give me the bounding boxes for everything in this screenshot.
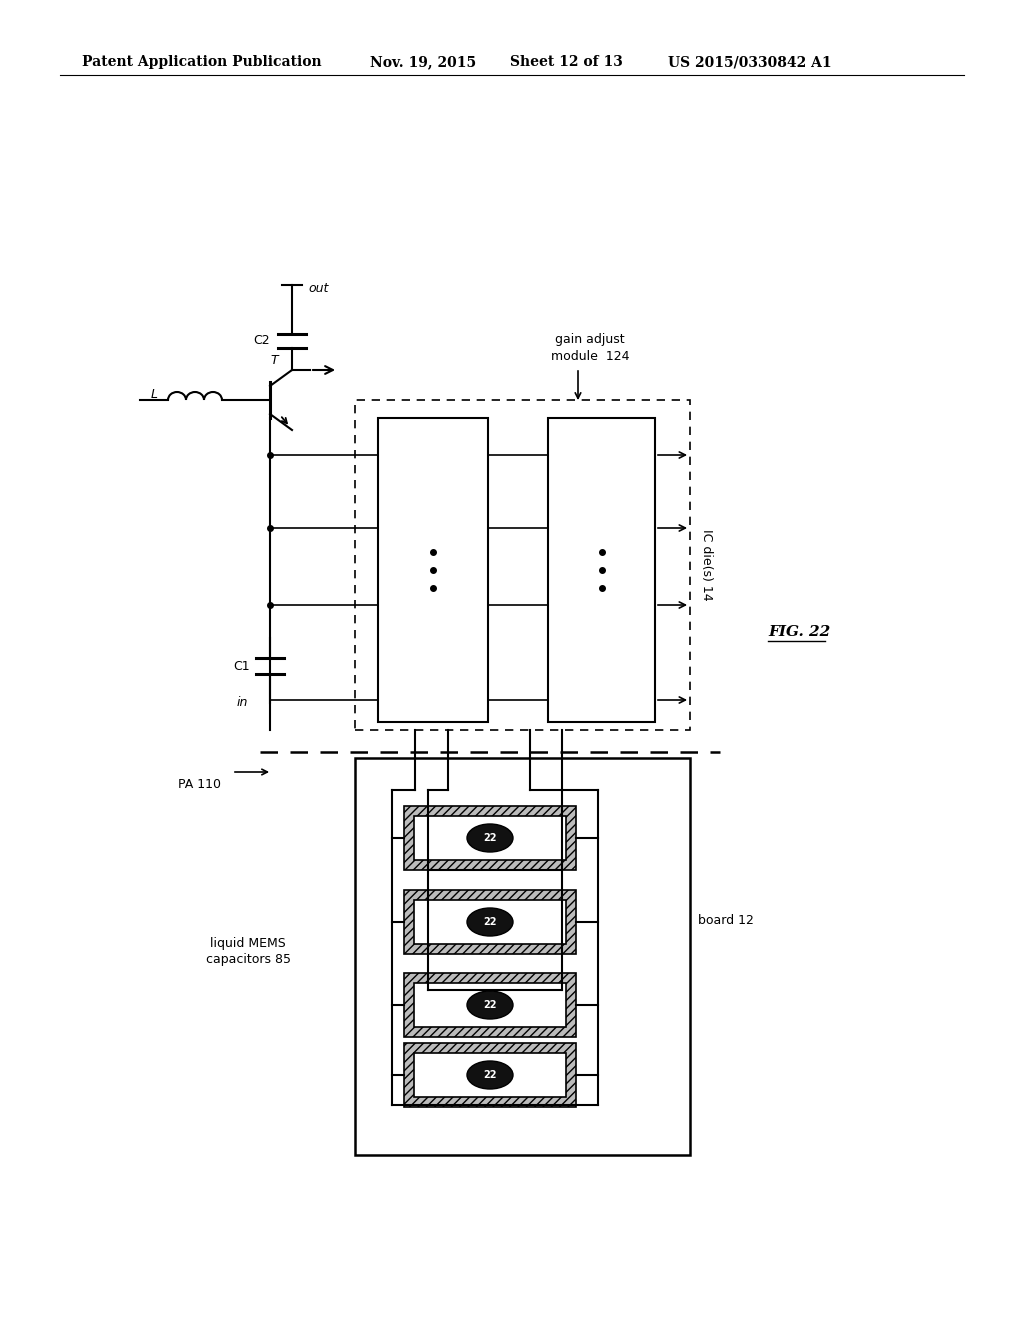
Text: C2: C2 bbox=[254, 334, 270, 347]
Text: capacitors 85: capacitors 85 bbox=[206, 953, 291, 966]
Text: out: out bbox=[308, 282, 329, 296]
Text: in: in bbox=[237, 696, 248, 709]
Bar bbox=[548, 418, 655, 722]
Text: 22: 22 bbox=[483, 833, 497, 843]
Ellipse shape bbox=[467, 824, 513, 851]
Text: T: T bbox=[270, 354, 278, 367]
Bar bbox=[414, 983, 566, 1027]
Text: C1: C1 bbox=[233, 660, 250, 672]
Text: board 12: board 12 bbox=[698, 913, 754, 927]
Text: Nov. 19, 2015: Nov. 19, 2015 bbox=[370, 55, 476, 69]
Bar bbox=[404, 973, 575, 1038]
Bar bbox=[414, 816, 566, 861]
Text: L: L bbox=[151, 388, 158, 401]
Text: FIG. 22: FIG. 22 bbox=[768, 624, 830, 639]
Text: US 2015/0330842 A1: US 2015/0330842 A1 bbox=[668, 55, 831, 69]
Text: PA 110: PA 110 bbox=[178, 777, 221, 791]
Ellipse shape bbox=[467, 908, 513, 936]
Bar bbox=[414, 1053, 566, 1097]
Ellipse shape bbox=[467, 1061, 513, 1089]
Bar bbox=[355, 758, 690, 1155]
Bar bbox=[355, 400, 690, 730]
Ellipse shape bbox=[467, 991, 513, 1019]
Text: Patent Application Publication: Patent Application Publication bbox=[82, 55, 322, 69]
Text: Sheet 12 of 13: Sheet 12 of 13 bbox=[510, 55, 623, 69]
Text: 22: 22 bbox=[483, 1071, 497, 1080]
Text: IC die(s) 14: IC die(s) 14 bbox=[700, 529, 713, 601]
Text: 22: 22 bbox=[483, 917, 497, 927]
Bar bbox=[404, 807, 575, 870]
Text: liquid MEMS: liquid MEMS bbox=[210, 937, 286, 950]
Bar bbox=[404, 890, 575, 954]
Text: gain adjust: gain adjust bbox=[555, 334, 625, 346]
Bar bbox=[378, 418, 488, 722]
Bar bbox=[414, 900, 566, 944]
Text: 22: 22 bbox=[483, 1001, 497, 1010]
Bar bbox=[404, 1043, 575, 1107]
Text: module  124: module 124 bbox=[551, 350, 630, 363]
